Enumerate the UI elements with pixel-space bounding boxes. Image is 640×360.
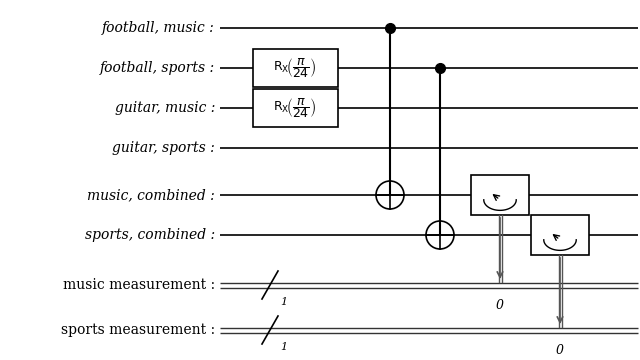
Text: guitar, music :: guitar, music :: [115, 101, 215, 115]
Text: 0: 0: [496, 299, 504, 312]
Text: sports measurement :: sports measurement :: [61, 323, 215, 337]
Text: 1: 1: [280, 297, 287, 307]
Bar: [471, 175, 529, 215]
Bar: [531, 215, 589, 255]
Text: music, combined :: music, combined :: [87, 188, 215, 202]
Text: $\mathrm{R_X}\!\left(\dfrac{\pi}{24}\right)$: $\mathrm{R_X}\!\left(\dfrac{\pi}{24}\rig…: [273, 56, 317, 80]
Text: guitar, sports :: guitar, sports :: [112, 141, 215, 155]
Text: 1: 1: [280, 342, 287, 352]
Text: $\mathrm{R_X}\!\left(\dfrac{\pi}{24}\right)$: $\mathrm{R_X}\!\left(\dfrac{\pi}{24}\rig…: [273, 96, 317, 120]
Text: football, sports :: football, sports :: [100, 61, 215, 75]
Text: sports, combined :: sports, combined :: [85, 228, 215, 242]
Bar: [253, 49, 337, 87]
Text: music measurement :: music measurement :: [63, 278, 215, 292]
Text: 0: 0: [556, 344, 564, 357]
Text: football, music :: football, music :: [102, 21, 215, 35]
Bar: [253, 89, 337, 127]
